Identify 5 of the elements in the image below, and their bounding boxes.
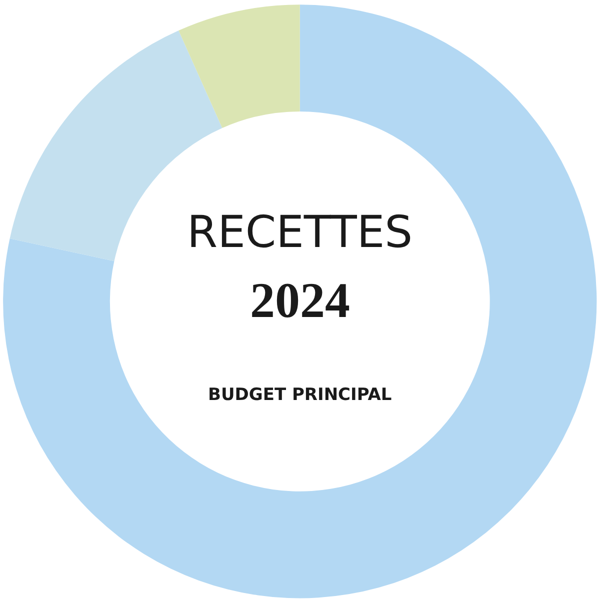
donut-slice: [3, 4, 597, 598]
text: RECETTES: [187, 207, 413, 258]
text: 2024: [250, 272, 350, 328]
text: BUDGET PRINCIPAL: [208, 385, 392, 405]
donut-slice: [178, 4, 300, 128]
